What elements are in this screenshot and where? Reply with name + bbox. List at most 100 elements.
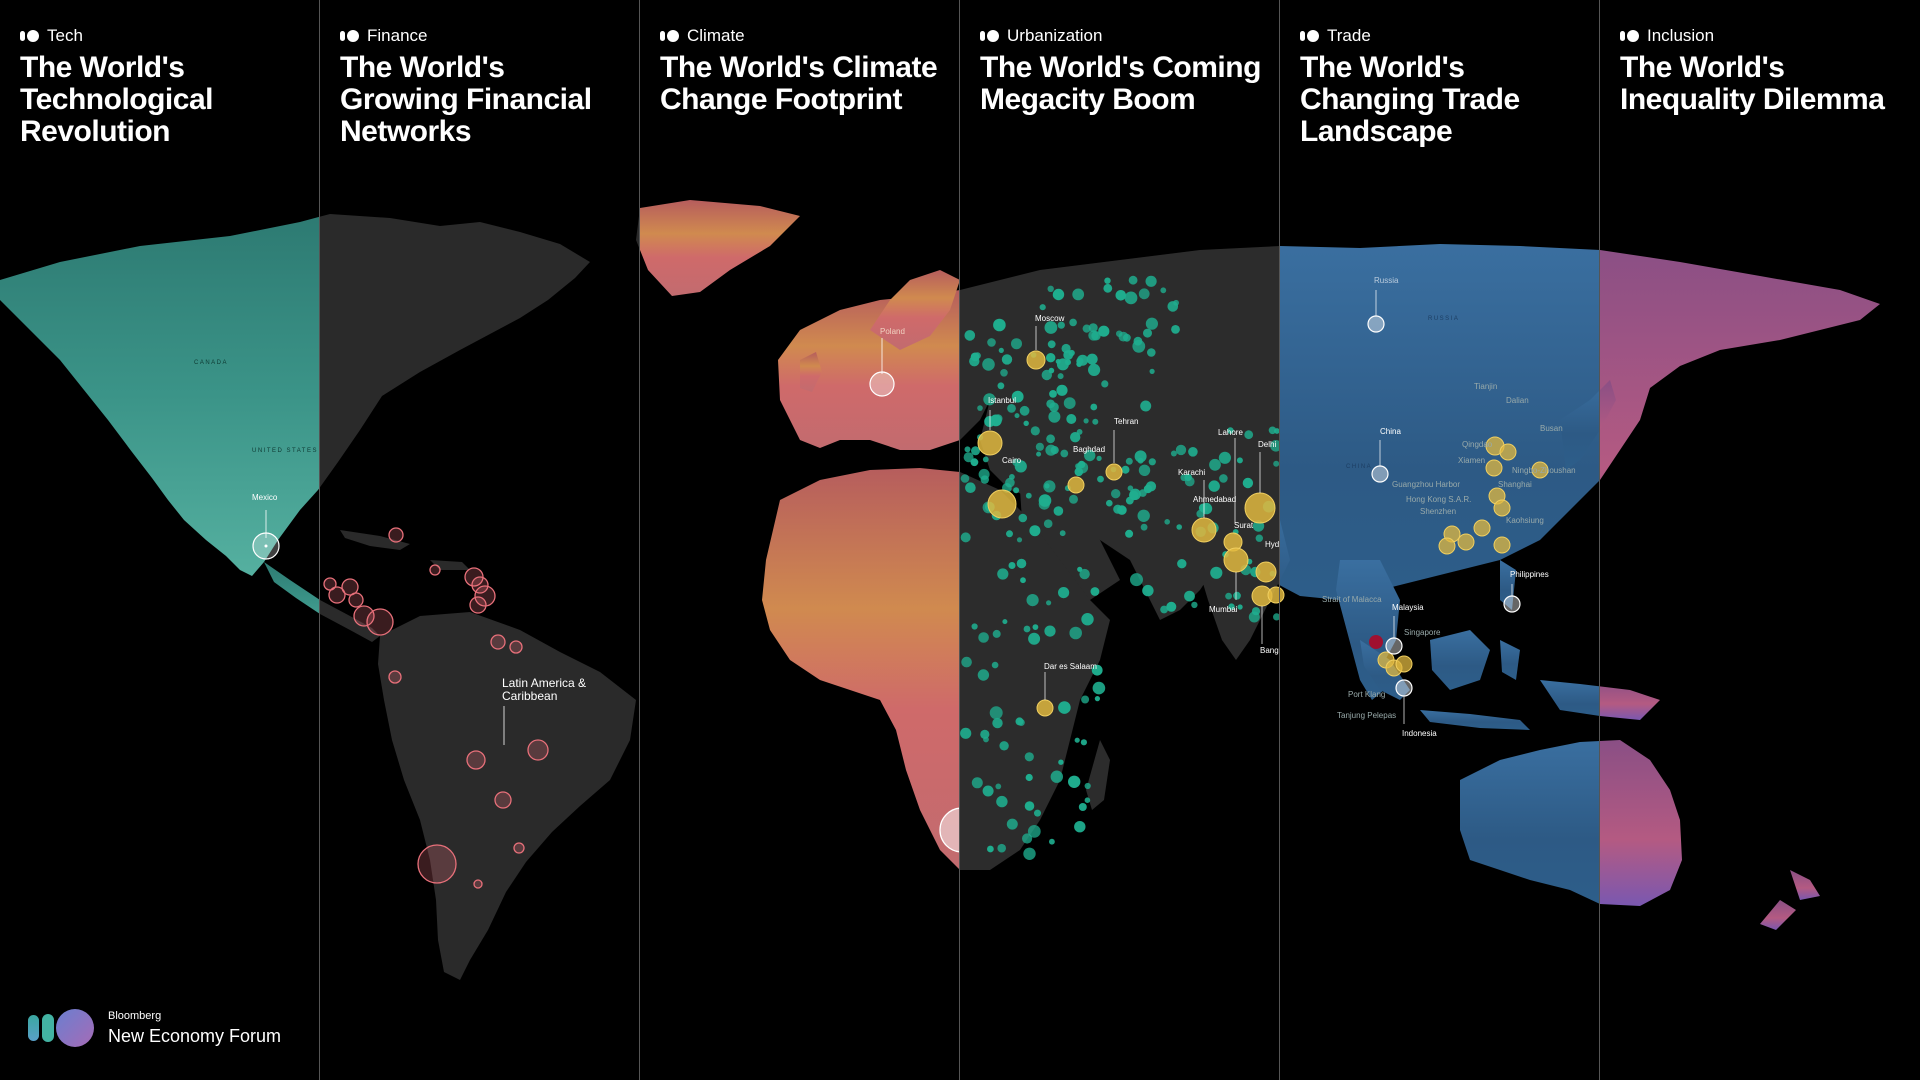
city-dot — [1088, 363, 1101, 376]
city-dot — [1076, 361, 1083, 367]
city-dot — [1063, 350, 1074, 360]
city-dot — [1007, 404, 1016, 413]
city-dot — [1166, 601, 1177, 612]
city-dot — [1225, 592, 1232, 600]
city-dot — [1001, 354, 1013, 365]
map-label-bang: Bang — [1260, 646, 1279, 655]
city-dot — [1050, 770, 1064, 783]
map-label-cairo: Cairo — [1002, 456, 1022, 465]
map-label-strait: Strait of Malacca — [1322, 595, 1382, 604]
city-dot — [982, 785, 994, 797]
city-dot — [992, 629, 1001, 638]
map-label-indonesia: Indonesia — [1402, 729, 1437, 738]
map-label-singapore: Singapore — [1404, 628, 1441, 637]
panel-finance[interactable]: Finance The World's Growing Financial Ne… — [320, 0, 640, 1080]
city-dot — [1164, 519, 1170, 525]
city-dot — [978, 632, 989, 643]
panel-urbanization[interactable]: Urbanization The World's Coming Megacity… — [960, 0, 1280, 1080]
city-dot — [1015, 717, 1024, 726]
city-dot — [983, 393, 996, 406]
panel-tech[interactable]: Tech The World's Technological Revolutio… — [0, 0, 320, 1080]
city-dot — [961, 656, 972, 668]
panel-trade[interactable]: Trade The World's Changing Trade Landsca… — [1280, 0, 1600, 1080]
city-dot — [1032, 624, 1039, 630]
city-dot — [1104, 277, 1111, 284]
city-dot — [1096, 455, 1102, 461]
map-label-malaysia: Malaysia — [1392, 603, 1424, 612]
city-dot — [1160, 605, 1168, 614]
city-dot — [1022, 833, 1033, 844]
bloomberg-mark-icon — [1620, 30, 1639, 42]
map-label-kaohsiung: Kaohsiung — [1506, 516, 1544, 525]
city-dot — [1088, 330, 1099, 341]
city-dot — [1274, 428, 1280, 434]
city-dot — [1043, 519, 1053, 528]
city-dot — [1013, 487, 1020, 494]
city-dot — [960, 727, 972, 739]
city-dot — [1133, 336, 1143, 346]
panel-inclusion[interactable]: Inclusion The World's Inequality Dilemma — [1600, 0, 1920, 1080]
map-label-ningbo: Ningbo-Zhoushan — [1512, 466, 1576, 475]
city-dot — [1044, 625, 1056, 637]
city-dot — [1011, 390, 1024, 403]
map-label-delhi: Delhi — [1258, 440, 1277, 449]
city-dot — [1227, 427, 1234, 434]
map-label-russia: Russia — [1374, 276, 1399, 285]
country-label-us: UNITED STATES — [252, 448, 318, 454]
city-dot — [1083, 418, 1089, 424]
city-dot — [1011, 338, 1022, 350]
city-dot — [1030, 426, 1040, 436]
city-dot — [960, 532, 971, 543]
panel-title: The World's Inequality Dilemma — [1620, 51, 1885, 116]
city-dot — [1090, 587, 1100, 596]
city-dot — [1076, 461, 1089, 474]
panel-title: The World's Climate Change Footprint — [660, 51, 938, 116]
city-dot — [1209, 458, 1221, 471]
city-dot — [1273, 613, 1280, 621]
city-dot — [1024, 752, 1034, 762]
city-dot — [1175, 444, 1187, 456]
map-label-mexico: Mexico — [252, 493, 278, 502]
map-label-dalian: Dalian — [1506, 396, 1529, 405]
map-label-tehran: Tehran — [1114, 417, 1139, 426]
city-dot — [1082, 324, 1091, 333]
bloomberg-new-economy-forum-logo[interactable]: Bloomberg New Economy Forum — [28, 1008, 281, 1048]
map-label-moscow: Moscow — [1035, 314, 1065, 323]
panel-tag-label: Trade — [1327, 26, 1371, 45]
city-dot — [996, 795, 1008, 808]
city-dot — [1049, 838, 1055, 845]
city-dot — [1198, 503, 1208, 513]
city-dot — [1145, 481, 1157, 492]
brand-forum-name: New Economy Forum — [108, 1025, 282, 1046]
city-dot — [999, 741, 1009, 751]
panel-climate[interactable]: Climate The World's Climate Change Footp… — [640, 0, 960, 1080]
city-dot — [1142, 584, 1154, 597]
map-label-port-klang: Port Klang — [1348, 690, 1386, 699]
map-label-mumbai: Mumbai — [1209, 605, 1238, 614]
panel-title: The World's Coming Megacity Boom — [980, 51, 1261, 116]
city-dot — [1034, 809, 1041, 817]
city-dot — [1008, 562, 1016, 569]
city-dot — [1145, 317, 1158, 330]
city-dot — [1088, 323, 1098, 333]
panel-tag-label: Tech — [47, 26, 83, 45]
city-dot — [1080, 739, 1087, 746]
bloomberg-mark-icon — [1300, 30, 1319, 42]
city-dot — [1219, 474, 1228, 483]
city-dot — [1251, 607, 1261, 616]
city-dot — [1094, 696, 1100, 702]
city-dot — [995, 783, 1002, 790]
map-label-dar: Dar es Salaam — [1044, 662, 1097, 671]
city-dot — [1027, 825, 1041, 838]
city-dot — [1074, 737, 1080, 743]
city-dot — [1026, 594, 1039, 607]
city-dot — [977, 405, 983, 411]
city-dot — [1025, 492, 1032, 499]
city-dot — [1016, 537, 1023, 543]
map-label-guangzhou: Guangzhou Harbor — [1392, 480, 1461, 489]
city-dot — [1056, 358, 1069, 371]
city-dot — [1014, 460, 1027, 473]
city-dot — [1060, 449, 1069, 458]
map-label-latam: Latin America & Caribbean — [502, 676, 587, 703]
city-dot — [1128, 275, 1138, 285]
